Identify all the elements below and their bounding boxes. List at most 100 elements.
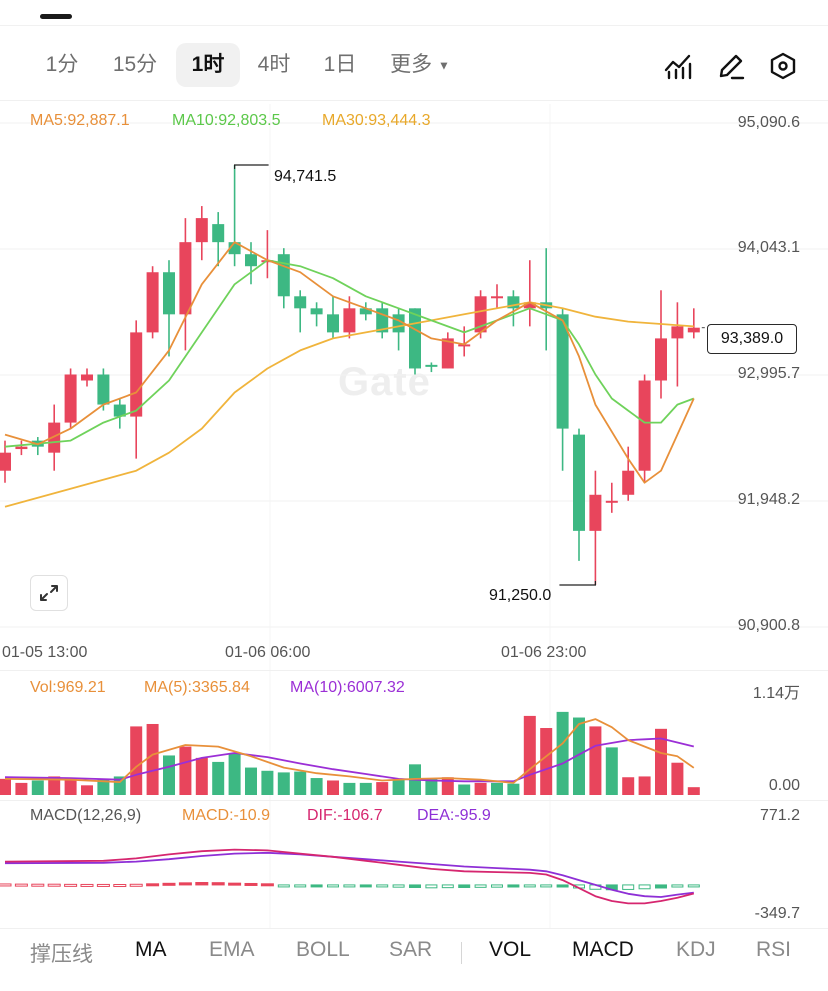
macd-hist-bar [392, 884, 405, 888]
volume-bar [228, 753, 241, 795]
tab-boll[interactable]: BOLL [296, 938, 350, 961]
volume-bar [327, 780, 339, 795]
candle-body [622, 470, 635, 495]
high-price-label: 94,741.5 [274, 168, 337, 185]
candle-body [343, 308, 356, 333]
macd-hist-bar [507, 884, 520, 888]
timeframe-1d[interactable]: 1日 [323, 53, 357, 76]
volume-bar [474, 782, 487, 795]
candle-body [359, 308, 372, 315]
volume-bar [671, 762, 684, 795]
timeframe-4h[interactable]: 4时 [257, 53, 291, 76]
macd-axis-max: 771.2 [759, 807, 800, 824]
candle-body [409, 308, 421, 369]
price-axis-label: 91,948.2 [737, 491, 800, 508]
macd-hist-bar [376, 884, 389, 888]
price-axis-label: 92,995.7 [737, 365, 800, 382]
macd-hist-bar [327, 884, 339, 888]
draw-pencil-icon[interactable] [715, 50, 747, 82]
tab-sar[interactable]: SAR [389, 938, 433, 961]
indicator-chart-icon[interactable] [662, 50, 694, 82]
price-axis-label: 94,043.1 [737, 239, 800, 256]
macd-axis-min: -349.7 [754, 905, 800, 922]
volume-bar [277, 772, 290, 795]
candle-body [163, 272, 175, 315]
more-timeframes-dropdown[interactable]: 更多 ▼ [380, 43, 460, 87]
candle-body [294, 296, 307, 309]
candle-body [441, 338, 454, 369]
tab-ema[interactable]: EMA [209, 938, 255, 961]
volume-bar [425, 778, 438, 795]
candle-body [671, 326, 684, 339]
macd-value: MACD:-10.9 [182, 807, 271, 824]
timeframe-15m[interactable]: 15分 [112, 53, 158, 76]
macd-hist-bar [622, 884, 635, 890]
macd-hist-bar [64, 883, 78, 887]
timeframe-1h[interactable]: 1时 [176, 43, 240, 87]
candle-body [113, 404, 126, 417]
volume-bar [48, 776, 61, 795]
volume-bar [655, 728, 667, 795]
macd-hist-bar [491, 884, 503, 888]
settings-hexagon-icon[interactable] [767, 50, 799, 82]
tab-separator [461, 942, 462, 964]
volume-bar [491, 782, 503, 795]
vol-ma10-legend: MA(10):6007.32 [290, 679, 405, 696]
volume-bar [163, 755, 175, 795]
volume-bar [146, 723, 159, 795]
macd-hist-bar [343, 884, 356, 888]
tab-vol[interactable]: VOL [489, 938, 532, 961]
ma30-line [4, 301, 694, 508]
macd-title: MACD(12,26,9) [30, 807, 142, 824]
chart-toolbar: 1分 15分 1时 4时 1日 更多 ▼ [0, 34, 828, 98]
candle-body [195, 218, 208, 243]
macd-hist-bar [162, 882, 176, 886]
candle-body [0, 452, 11, 471]
macd-hist-bar [425, 884, 438, 889]
tab-support-resistance[interactable]: 撑压线 [30, 943, 93, 966]
macd-hist-bar [0, 883, 12, 887]
volume-bar [212, 761, 225, 795]
dea-value: DEA:-95.9 [417, 807, 491, 824]
candle-body [687, 327, 700, 333]
macd-hist-bar [671, 884, 684, 888]
macd-hist-bar [540, 884, 553, 888]
volume-bar [573, 717, 585, 795]
vol-legend: Vol:969.21 [30, 679, 106, 696]
volume-bar [687, 787, 700, 795]
volume-bar [622, 777, 635, 795]
candle-body [130, 332, 143, 417]
tab-rsi[interactable]: RSI [756, 938, 792, 961]
ma30-legend: MA30:93,444.3 [322, 112, 431, 129]
candle-body [589, 494, 602, 531]
candle-body [310, 308, 323, 315]
macd-hist-bar [310, 884, 323, 888]
tab-ma[interactable]: MA [135, 938, 167, 961]
low-marker-line [559, 580, 596, 586]
candle-body [655, 338, 667, 381]
candle-body [474, 296, 487, 333]
candle-body [556, 314, 569, 429]
candle-body [81, 374, 93, 381]
macd-hist-bar [687, 884, 700, 888]
expand-button[interactable] [30, 575, 68, 611]
candle-body [523, 302, 536, 309]
tab-kdj[interactable]: KDJ [676, 938, 716, 961]
expand-icon [40, 585, 58, 601]
price-axis-label: 95,090.6 [737, 114, 800, 131]
candle-body [212, 224, 225, 243]
volume-axis-min: 0.00 [768, 777, 800, 794]
time-axis-label: 01-06 23:00 [501, 644, 587, 661]
current-price-tag: 93,389.0 [707, 324, 797, 354]
timeframe-1m[interactable]: 1分 [45, 53, 79, 76]
volume-bar [343, 782, 356, 795]
volume-bar [507, 783, 520, 795]
volume-bar [294, 771, 307, 795]
macd-hist-bar [96, 883, 110, 887]
macd-hist-bar [409, 884, 421, 888]
volume-axis-max: 1.14万 [752, 685, 800, 702]
ma10-line [4, 259, 695, 448]
tab-macd[interactable]: MACD [572, 938, 634, 961]
macd-hist-bar [638, 884, 651, 890]
